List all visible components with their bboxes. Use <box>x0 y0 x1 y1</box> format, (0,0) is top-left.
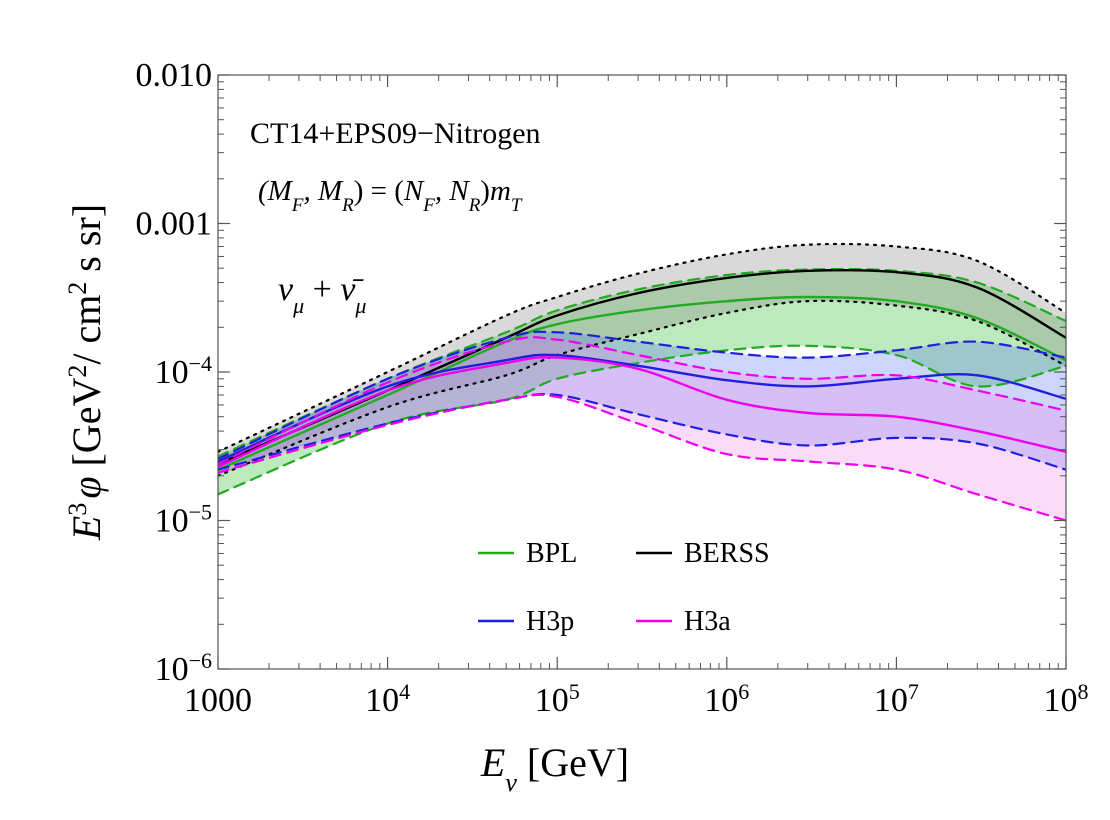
y-tick-label: 0.010 <box>136 57 213 94</box>
legend: BPL BERSS H3p H3a <box>478 538 770 637</box>
x-tick-label: 104 <box>365 679 410 720</box>
y-tick-label: 10−4 <box>155 351 212 392</box>
annotation-pdf: CT14+EPS09−Nitrogen <box>250 117 541 150</box>
band-bpl <box>218 269 1066 495</box>
central-line-bpl <box>218 295 1066 471</box>
legend-label-bpl: BPL <box>526 538 577 569</box>
legend-label-h3a: H3a <box>684 606 731 637</box>
central-line-h3a <box>218 356 1066 468</box>
x-tick-label: 107 <box>874 679 919 720</box>
y-tick-label: 10−5 <box>155 499 212 540</box>
legend-label-berss: BERSS <box>684 538 770 569</box>
lower-line-bpl <box>218 344 1066 496</box>
annotation-scales: (MF, MR) = (NF, NR)mT <box>258 175 523 216</box>
lower-line-h3p <box>218 392 1066 471</box>
x-tick-label: 1000 <box>184 682 252 719</box>
legend-label-h3p: H3p <box>526 606 574 637</box>
y-axis-label: E3φ [GeV2/ cm2 s sr] <box>63 204 110 541</box>
upper-line-h3a <box>218 336 1066 466</box>
upper-line-h3p <box>218 330 1066 460</box>
y-tick-label: 0.001 <box>136 206 213 243</box>
central-line-berss <box>218 268 1066 466</box>
x-axis-label: Eν [GeV] <box>480 740 629 797</box>
series-lines <box>218 242 1066 522</box>
x-tick-label: 108 <box>1044 679 1089 720</box>
x-tick-label: 105 <box>535 679 580 720</box>
y-tick-label: 10−6 <box>155 648 212 689</box>
annotation-flavor: νμ + ν̄μ <box>278 271 366 318</box>
x-tick-label: 106 <box>704 679 749 720</box>
lower-line-berss <box>218 299 1066 477</box>
central-line-h3p <box>218 353 1066 463</box>
upper-line-berss <box>218 242 1066 453</box>
axis-ticks: 1000 104 105 106 107 108 10−6 10−5 10−4 0.001 0.01… <box>136 57 1089 719</box>
band-berss <box>218 243 1066 476</box>
